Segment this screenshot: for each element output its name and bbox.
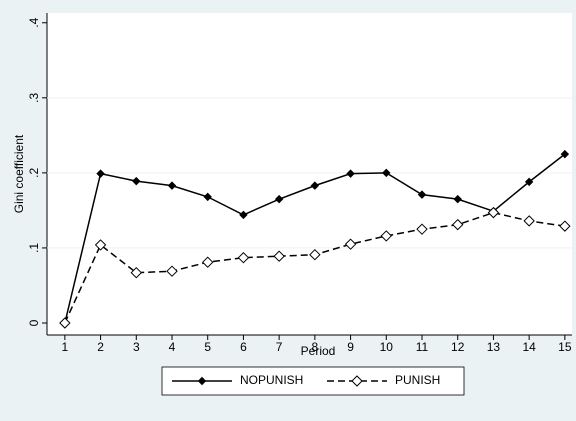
x-tick-label: 8 xyxy=(312,340,319,354)
x-tick-label: 15 xyxy=(558,340,572,354)
marker xyxy=(416,223,428,235)
marker xyxy=(382,168,391,178)
marker xyxy=(167,181,177,190)
marker xyxy=(452,218,464,231)
marker xyxy=(346,169,355,178)
marker xyxy=(310,181,320,190)
marker xyxy=(559,220,571,232)
marker xyxy=(166,265,178,277)
marker xyxy=(487,206,500,219)
marker xyxy=(59,317,71,329)
marker xyxy=(273,250,285,262)
marker xyxy=(239,210,248,220)
x-tick-label: 7 xyxy=(276,340,283,354)
y-tick-label: .4 xyxy=(27,17,41,27)
x-tick-label: 2 xyxy=(97,340,104,354)
marker xyxy=(203,192,212,202)
legend-label: NOPUNISH xyxy=(240,373,303,387)
plot-area xyxy=(47,13,572,335)
marker xyxy=(417,190,427,199)
y-tick-label: .1 xyxy=(27,243,41,253)
x-tick-label: 4 xyxy=(169,340,176,354)
marker xyxy=(344,238,357,250)
marker xyxy=(560,149,570,159)
marker xyxy=(523,215,535,227)
x-tick-label: 1 xyxy=(62,340,69,354)
x-tick-label: 12 xyxy=(451,340,465,354)
marker xyxy=(94,239,107,251)
x-axis-title: Period xyxy=(301,344,336,358)
y-tick-label: .3 xyxy=(27,92,41,102)
marker xyxy=(202,256,214,268)
marker xyxy=(132,176,141,186)
marker xyxy=(96,169,105,178)
marker xyxy=(453,194,462,204)
y-axis-title: Gini coefficient xyxy=(12,134,26,213)
marker xyxy=(524,177,534,187)
legend-marker xyxy=(351,375,363,387)
marker xyxy=(237,251,250,264)
x-tick-label: 3 xyxy=(133,340,140,354)
legend-label: PUNISH xyxy=(395,373,440,387)
x-tick-label: 10 xyxy=(380,340,394,354)
y-tick-label: .2 xyxy=(27,168,41,178)
marker xyxy=(309,248,321,261)
marker xyxy=(274,194,284,204)
legend-marker xyxy=(197,376,207,386)
marker xyxy=(130,266,142,279)
x-tick-label: 11 xyxy=(416,340,429,354)
x-tick-label: 14 xyxy=(522,340,536,354)
x-tick-label: 6 xyxy=(240,340,247,354)
marker xyxy=(380,230,392,242)
y-tick-label: 0 xyxy=(27,319,41,326)
x-tick-label: 13 xyxy=(487,340,501,354)
x-tick-label: 5 xyxy=(204,340,211,354)
x-tick-label: 9 xyxy=(347,340,354,354)
